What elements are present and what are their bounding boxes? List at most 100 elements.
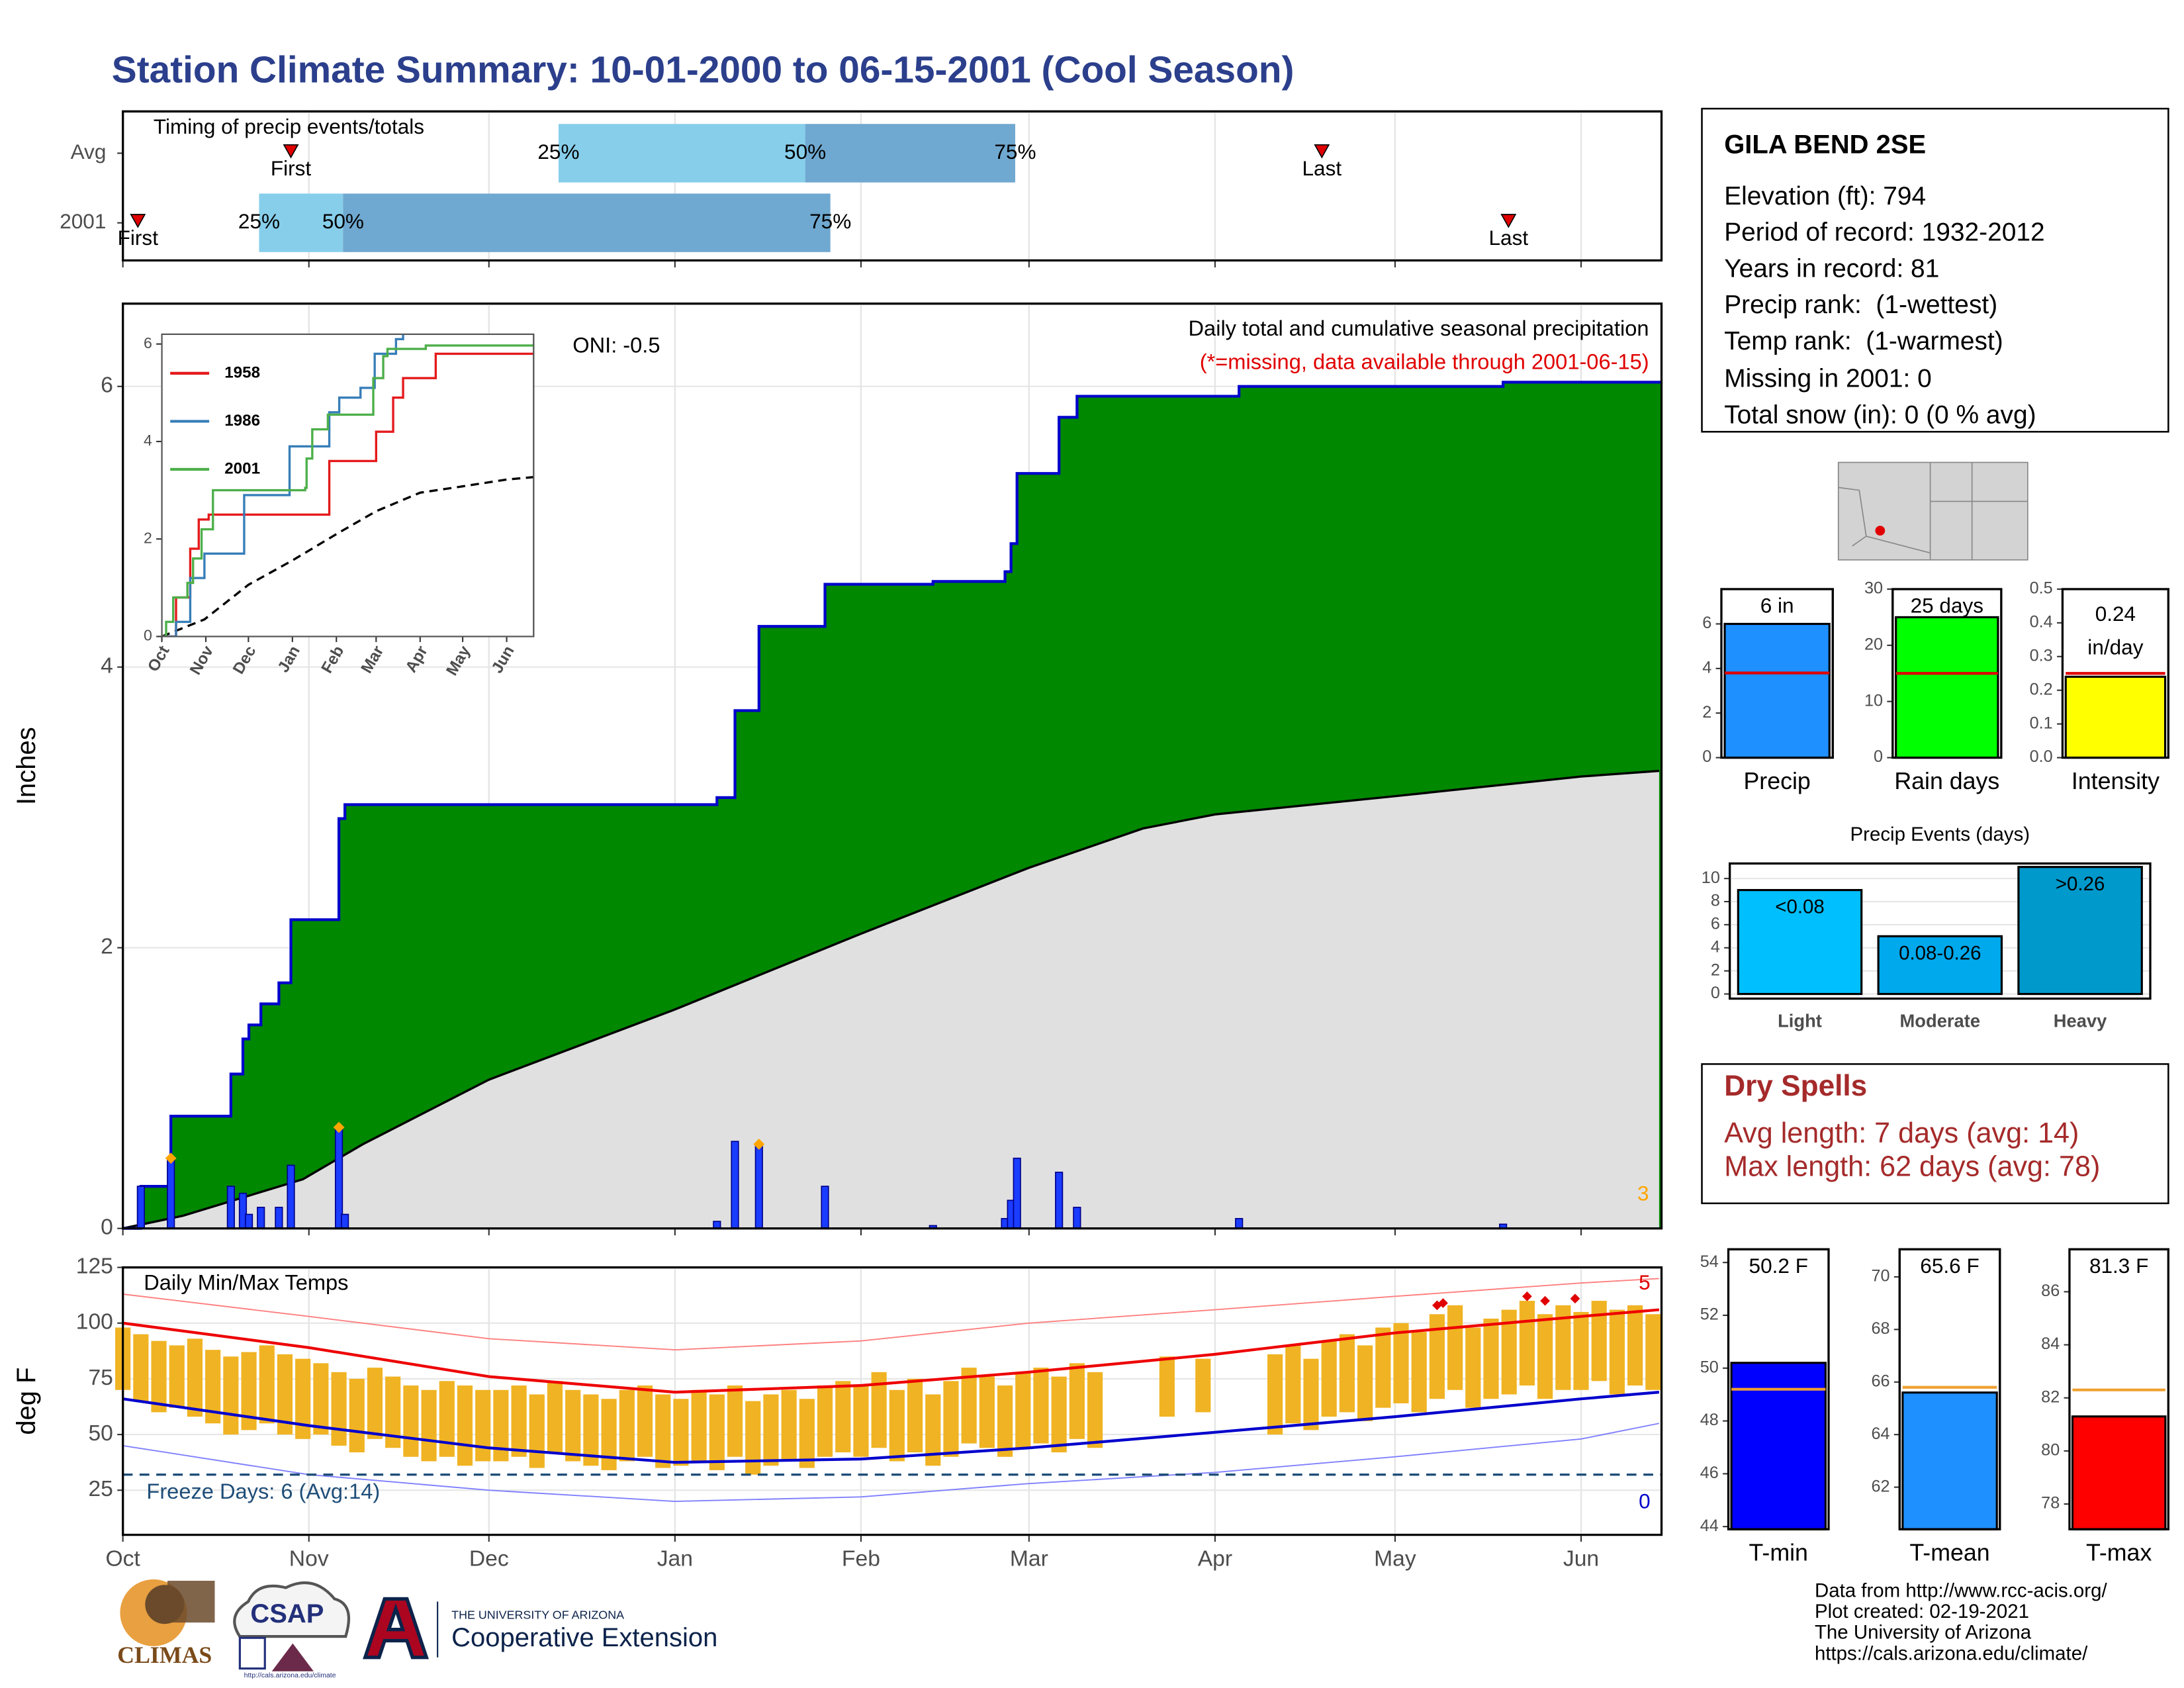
y-tick-label: 54 (1700, 1252, 1719, 1271)
x-tick-label: Feb (842, 1546, 880, 1571)
y-tick-label: 0.3 (2030, 646, 2053, 665)
quartile-label: 75% (994, 140, 1036, 164)
daily-bar (1013, 1157, 1021, 1229)
y-tick-label: 0 (101, 1215, 113, 1240)
y-tick-label: 44 (1700, 1517, 1719, 1535)
y-tick-label: 10 (1864, 691, 1883, 710)
category-label: Light (1778, 1011, 1822, 1031)
quartile-label: 25% (537, 140, 579, 164)
y-tick-label: 4 (144, 432, 152, 449)
temp-bar (331, 1372, 347, 1446)
y-tick-label: 64 (1871, 1425, 1889, 1443)
temp-bar (1429, 1314, 1445, 1399)
value-label: 0.24 in/day (2087, 602, 2143, 659)
y-tick-label: 100 (76, 1310, 113, 1335)
station-line: Temp rank: (1-warmest) (1724, 327, 2003, 355)
bar (1723, 622, 1831, 759)
temp-bar (817, 1385, 833, 1457)
daily-bar (713, 1221, 721, 1229)
temp-bar (511, 1385, 527, 1457)
panel-title: Precip Events (days) (1850, 823, 2030, 845)
cumulative-line (122, 381, 1662, 1230)
temp-bar (1267, 1354, 1283, 1435)
panel-border (1729, 862, 2152, 1000)
event-label: Last (1488, 226, 1528, 250)
normal-area (122, 771, 1659, 1229)
event-label: Last (1302, 156, 1342, 180)
temp-bar (799, 1399, 815, 1468)
y-axis-label: deg F (12, 1367, 41, 1434)
panel-border (1891, 588, 2003, 759)
temp-bar (1591, 1301, 1607, 1382)
y-tick-label: 6 (101, 373, 113, 398)
temp-bar (925, 1394, 941, 1466)
temp-bar (1645, 1314, 1661, 1390)
event-label: First (118, 226, 159, 250)
ua-text: THE UNIVERSITY OF ARIZONA (451, 1608, 624, 1621)
category-label: Moderate (1900, 1011, 1981, 1031)
legend-label: 1958 (224, 363, 260, 381)
temp-bar (961, 1368, 977, 1444)
temp-bar (1411, 1332, 1427, 1413)
bar (1895, 616, 1999, 759)
panel-subtitle: (*=missing, data available through 2001-… (1200, 350, 1649, 374)
temp-bar (493, 1389, 509, 1462)
y-tick-label: 6 (144, 334, 152, 352)
record-min-line (122, 1423, 1660, 1503)
category-label: Intensity (2071, 768, 2160, 794)
y-tick-label: 52 (1700, 1305, 1719, 1324)
footer-line: Data from http://www.rcc-acis.org/ (1815, 1580, 2107, 1602)
y-tick-label: 0.4 (2030, 613, 2053, 632)
temp-bar (745, 1401, 761, 1475)
x-tick-label: Nov (289, 1546, 329, 1571)
footer-line: The University of Arizona (1815, 1622, 2032, 1644)
bin-label: <0.08 (1775, 896, 1825, 918)
temp-bar (853, 1385, 869, 1457)
panel-border (1898, 1248, 2001, 1530)
bin-label: >0.26 (2056, 873, 2105, 895)
panel-title: Daily Min/Max Temps (144, 1270, 348, 1294)
temp-bar (1339, 1334, 1355, 1413)
event-marker (1314, 144, 1330, 159)
series-line (161, 344, 534, 637)
dry-spells-title: Dry Spells (1724, 1070, 1867, 1102)
y-tick-label: 75 (88, 1366, 113, 1390)
y-tick-label: 0.0 (2030, 747, 2053, 766)
temp-bar (997, 1385, 1013, 1457)
station-line: Precip rank: (1-wettest) (1724, 291, 1997, 319)
temp-bar (313, 1363, 329, 1435)
temp-bar (1087, 1372, 1103, 1448)
dry-spells-line: Avg length: 7 days (avg: 14) (1724, 1117, 2079, 1149)
panel-border (1727, 1248, 1830, 1530)
panel-border (122, 303, 1663, 1230)
category-label: T-mean (1909, 1539, 1989, 1566)
page-title: Station Climate Summary: 10-01-2000 to 0… (112, 49, 1295, 91)
temp-bar (565, 1389, 581, 1462)
panel-border (161, 333, 535, 637)
temp-bar (457, 1385, 473, 1466)
value-label: 50.2 F (1749, 1254, 1808, 1278)
locator-map (1837, 461, 2028, 561)
temp-bar (1195, 1358, 1211, 1413)
station-box (1701, 107, 2169, 433)
category-label: Precip (1743, 768, 1810, 794)
temp-bar (367, 1368, 383, 1439)
temp-bar (889, 1389, 905, 1462)
y-tick-label: 0 (1711, 984, 1720, 1002)
oni-annotation: ONI: -0.5 (572, 332, 660, 357)
temp-bar (691, 1389, 707, 1462)
daily-bar (136, 1186, 145, 1229)
event-label: First (271, 156, 312, 180)
daily-bar (167, 1157, 175, 1229)
y-tick-label: 4 (1702, 659, 1711, 677)
station-line: Period of record: 1932-2012 (1724, 218, 2045, 247)
temp-bar (1393, 1323, 1409, 1403)
station-line: Elevation (ft): 794 (1724, 182, 1926, 211)
y-tick-label: 78 (2041, 1494, 2060, 1513)
temp-bar (1501, 1309, 1517, 1395)
record-max-line (122, 1278, 1659, 1351)
y-tick-label: 50 (88, 1421, 113, 1446)
daily-bar (275, 1207, 283, 1229)
panel-title: Daily total and cumulative seasonal prec… (1189, 316, 1649, 340)
